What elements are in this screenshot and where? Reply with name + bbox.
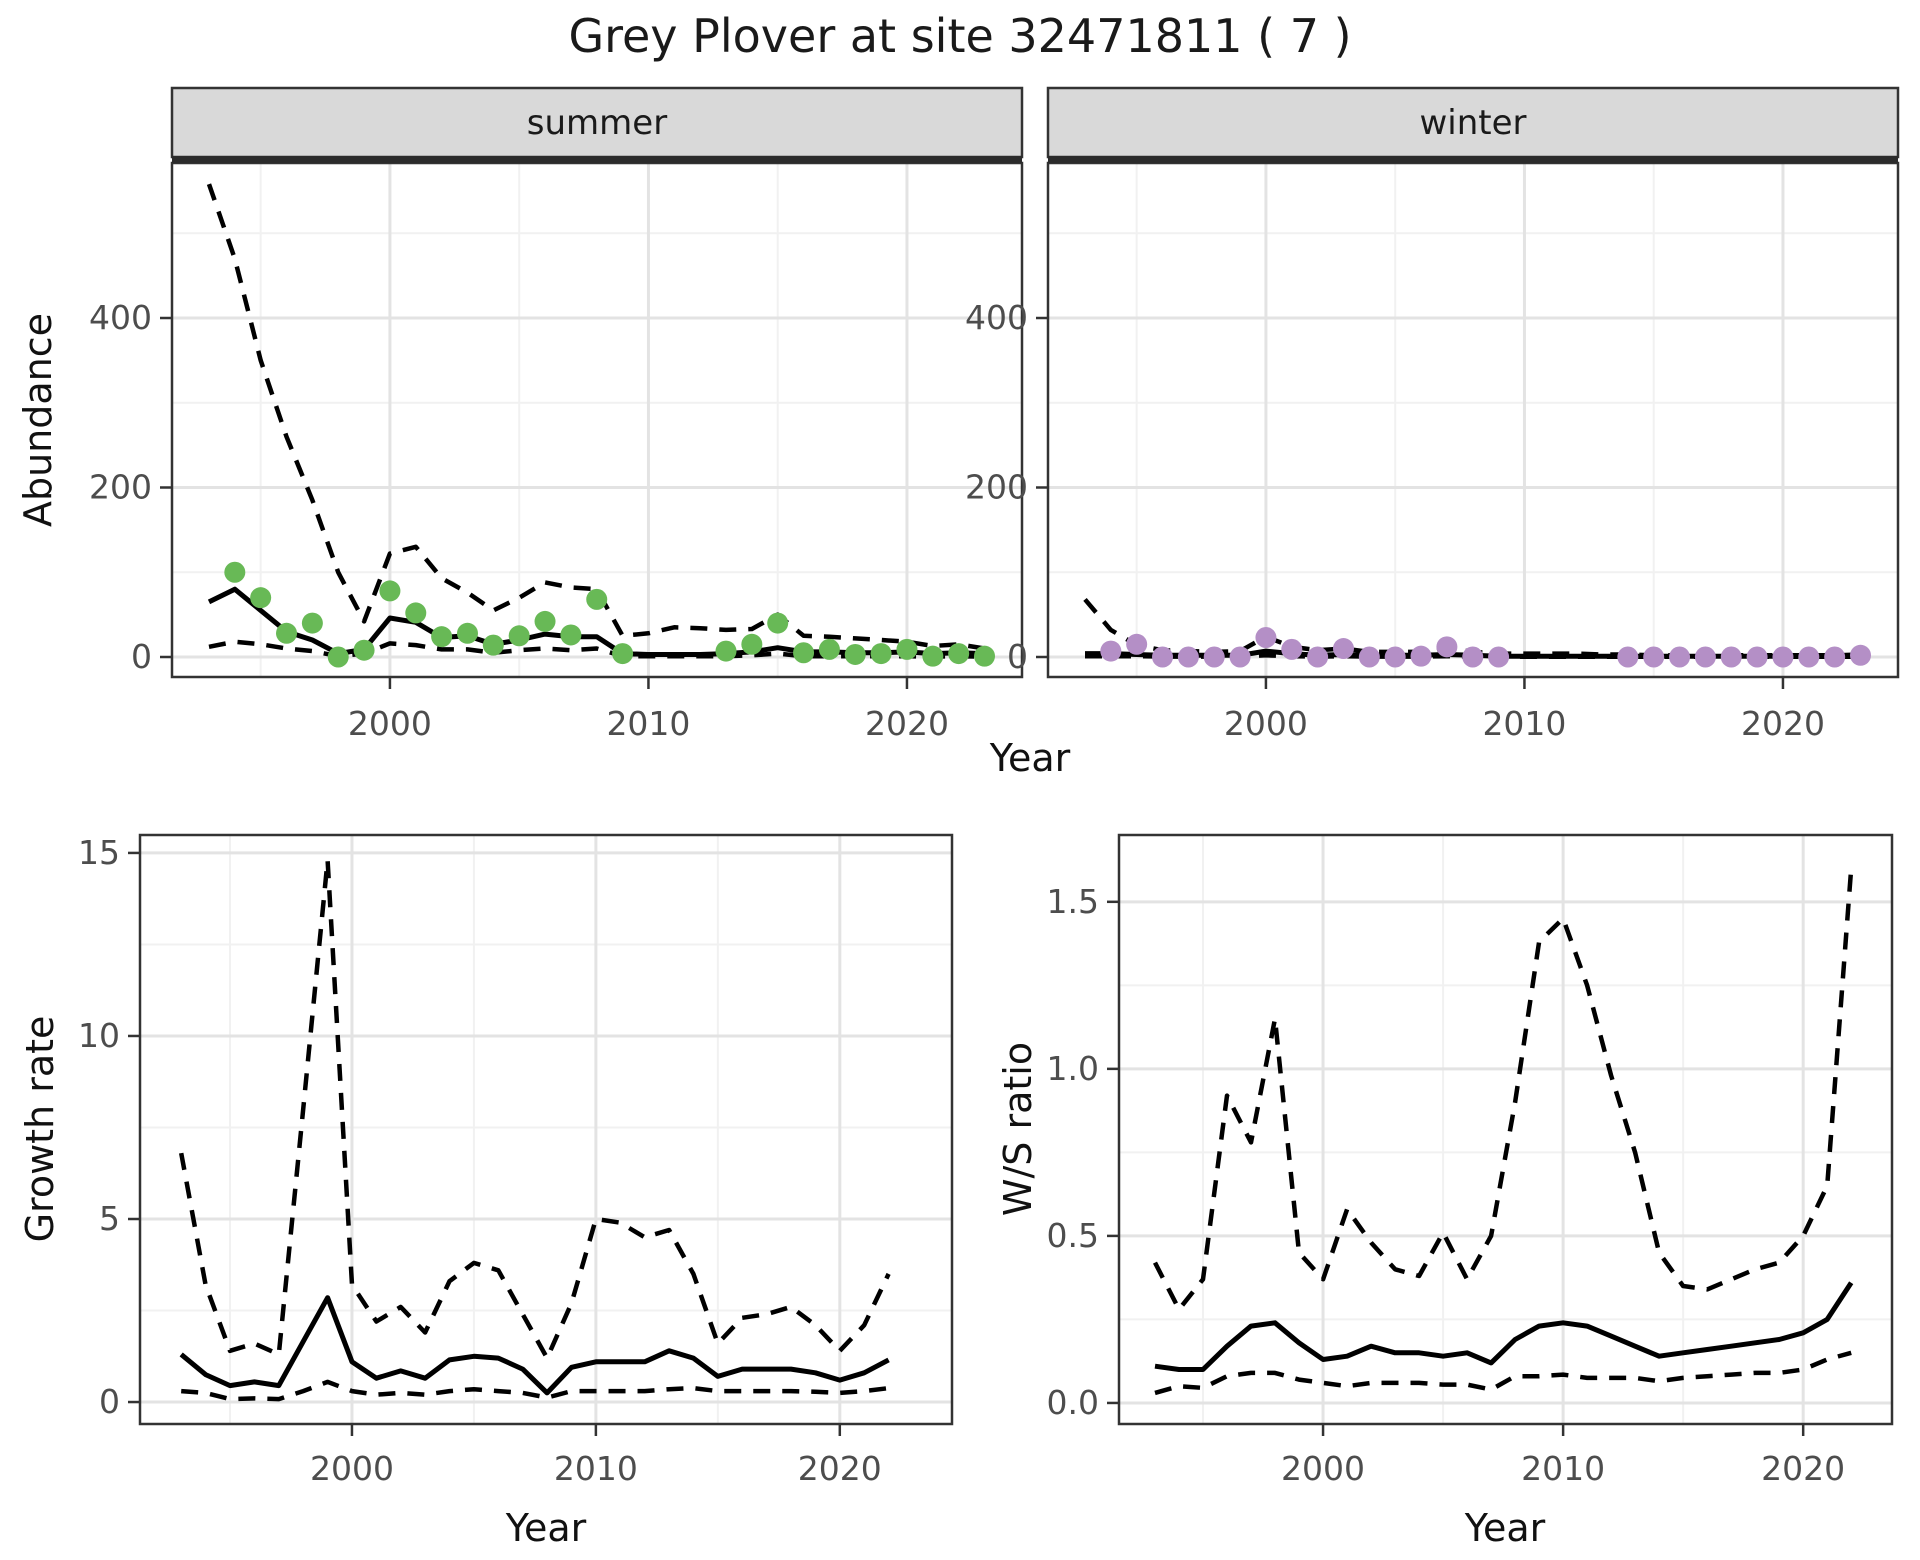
- ws-y-tick-label: 0.5: [1047, 1216, 1099, 1255]
- ws-lower_ci-line: [1154, 1350, 1852, 1396]
- ws-x-tick-label: 2020: [1761, 1449, 1845, 1488]
- chart-title: Grey Plover at site 32471811 ( 7 ): [568, 9, 1352, 63]
- summer-upper_ci-line: [206, 183, 985, 651]
- panel-growth: 2000 2010 2020 0 5 10 15: [78, 833, 954, 1488]
- winter-y-tick-label: 400: [965, 298, 1028, 337]
- summer-x-tick-label: 2020: [865, 704, 949, 743]
- winter-y-tick-label: 0: [1007, 637, 1028, 676]
- ws-x-tick-label: 2010: [1521, 1449, 1605, 1488]
- growth-lower_ci-line: [181, 1379, 889, 1402]
- summer-observation-points: [224, 561, 996, 668]
- growth-x-tick-label: 2020: [798, 1449, 882, 1488]
- summer-x-tick-label: 2010: [606, 704, 690, 743]
- ws-upper_ci-line: [1152, 868, 1854, 1312]
- summer-y-tick-label: 400: [89, 298, 152, 337]
- growth-y-tick-label: 0: [99, 1382, 120, 1421]
- ws-axis-title: W/S ratio: [996, 1041, 1040, 1217]
- growth-y-tick-label: 10: [78, 1016, 120, 1055]
- ws-mean-line: [1154, 1281, 1854, 1372]
- winter-x-tick-label: 2020: [1741, 704, 1825, 743]
- summer-y-tick-label: 0: [131, 637, 152, 676]
- growth-x-tick-label: 2010: [554, 1449, 638, 1488]
- facet-label-winter: winter: [1419, 103, 1527, 143]
- ws-y-tick-label: 1.5: [1047, 882, 1099, 921]
- ws-y-tick-label: 0.0: [1047, 1383, 1099, 1422]
- summer-y-tick-label: 200: [89, 468, 152, 507]
- top-year-axis-title: Year: [989, 736, 1071, 780]
- growth-mean-line: [179, 1295, 890, 1396]
- growth-y-tick-label: 15: [78, 833, 120, 872]
- growth-year-axis-title: Year: [505, 1506, 587, 1550]
- panel-ws: 2000 2010 2020 0.0 0.5 1.0 1.5: [1047, 833, 1894, 1488]
- winter-y-tick-label: 200: [965, 468, 1028, 507]
- panel-winter: 2000 2010 2020 0 200 400: [965, 86, 1900, 743]
- facet-label-summer: summer: [526, 103, 668, 143]
- ws-x-tick-label: 2000: [1281, 1449, 1365, 1488]
- winter-observation-points: [1100, 627, 1872, 668]
- winter-x-tick-label: 2000: [1224, 704, 1308, 743]
- ws-y-tick-label: 1.0: [1047, 1049, 1099, 1088]
- summer-x-tick-label: 2000: [348, 704, 432, 743]
- growth-x-tick-label: 2000: [310, 1449, 394, 1488]
- growth-axis-title: Growth rate: [18, 1015, 62, 1243]
- growth-y-tick-label: 5: [99, 1199, 120, 1238]
- panel-summer: 2000 2010 2020 0 200 400: [89, 86, 1024, 743]
- abundance-axis-title: Abundance: [16, 312, 60, 528]
- winter-x-tick-label: 2010: [1482, 704, 1566, 743]
- ws-year-axis-title: Year: [1464, 1506, 1546, 1550]
